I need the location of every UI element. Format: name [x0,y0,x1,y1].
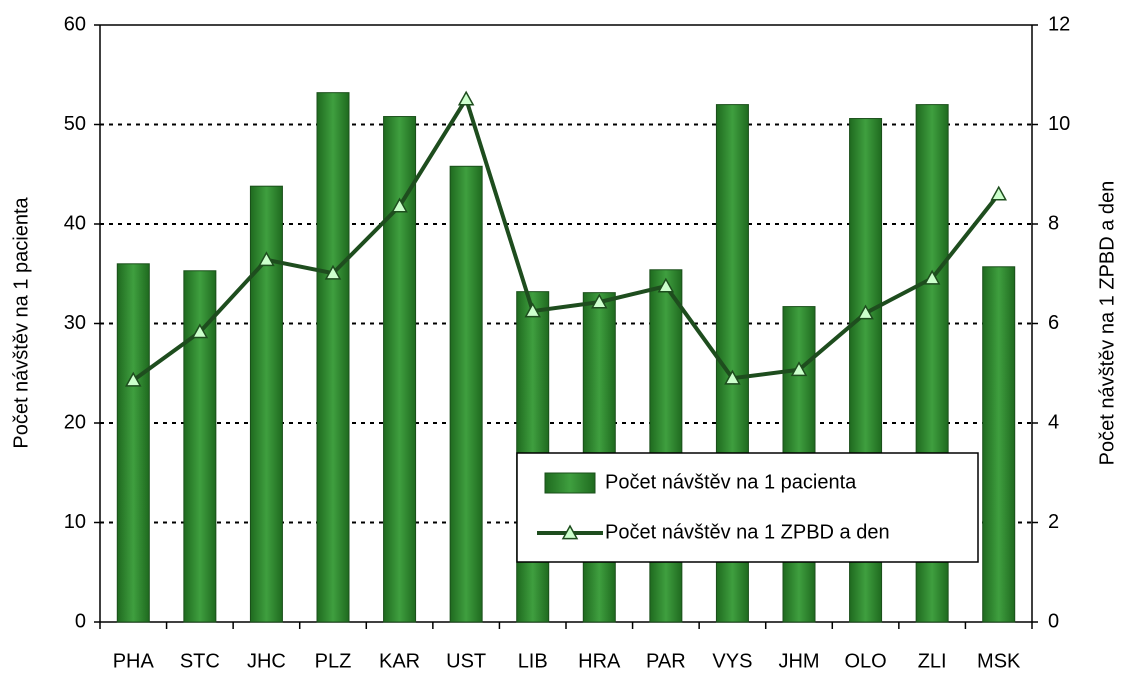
marker [857,304,874,320]
marker [125,371,142,387]
bar [116,263,150,623]
y-tick-label: 20 [64,411,86,433]
y-tick-label: 60 [64,13,86,35]
x-tick-label: PAR [646,650,686,672]
y-tick-label: 40 [64,212,86,234]
y2-tick-label: 6 [1048,312,1059,334]
y-tick-label: 10 [64,511,86,533]
marker [657,277,675,293]
marker [990,185,1007,201]
x-tick-label: JHM [778,650,819,672]
y2-tick-label: 0 [1048,610,1059,632]
x-tick-label: KAR [379,650,420,672]
y2-tick-label: 2 [1048,511,1059,533]
marker [724,369,741,385]
marker [790,361,808,377]
y-tick-label: 30 [64,312,86,334]
x-tick-label: ZLI [918,650,947,672]
x-tick-label: UST [446,650,486,672]
legend-label: Počet návštěv na 1 pacienta [605,471,857,493]
y2-tick-label: 12 [1048,13,1070,35]
x-tick-label: PHA [113,650,155,672]
x-tick-label: PLZ [315,650,352,672]
y2-tick-label: 4 [1048,411,1059,433]
marker [258,251,275,267]
x-tick-label: JHC [247,650,286,672]
y2-tick-label: 10 [1048,113,1070,135]
y2-tick-label: 8 [1048,212,1059,234]
x-tick-label: HRA [578,650,621,672]
marker [591,293,608,309]
bar [316,92,350,623]
marker [324,264,342,280]
marker [457,90,475,106]
x-tick-label: VYS [712,650,752,672]
y-tick-label: 0 [75,610,86,632]
bar [649,269,683,623]
legend-label: Počet návštěv na 1 ZPBD a den [605,521,890,543]
x-tick-label: MSK [977,650,1021,672]
legend-swatch [544,472,596,494]
marker [524,302,541,318]
bar [383,116,417,623]
x-tick-label: STC [180,650,220,672]
y-axis-label: Počet návštěv na 1 pacienta [10,196,32,448]
x-tick-label: LIB [518,650,548,672]
marker [391,197,408,213]
marker [923,269,941,285]
legend-marker [561,524,579,540]
line [132,94,1001,382]
bar [982,266,1016,623]
legend-box [516,452,979,563]
bar [449,165,483,623]
x-tick-label: OLO [844,650,886,672]
marker [191,323,209,339]
y2-axis-label: Počet návštěv na 1 ZPBD a den [1096,181,1118,466]
y-tick-label: 50 [64,113,86,135]
